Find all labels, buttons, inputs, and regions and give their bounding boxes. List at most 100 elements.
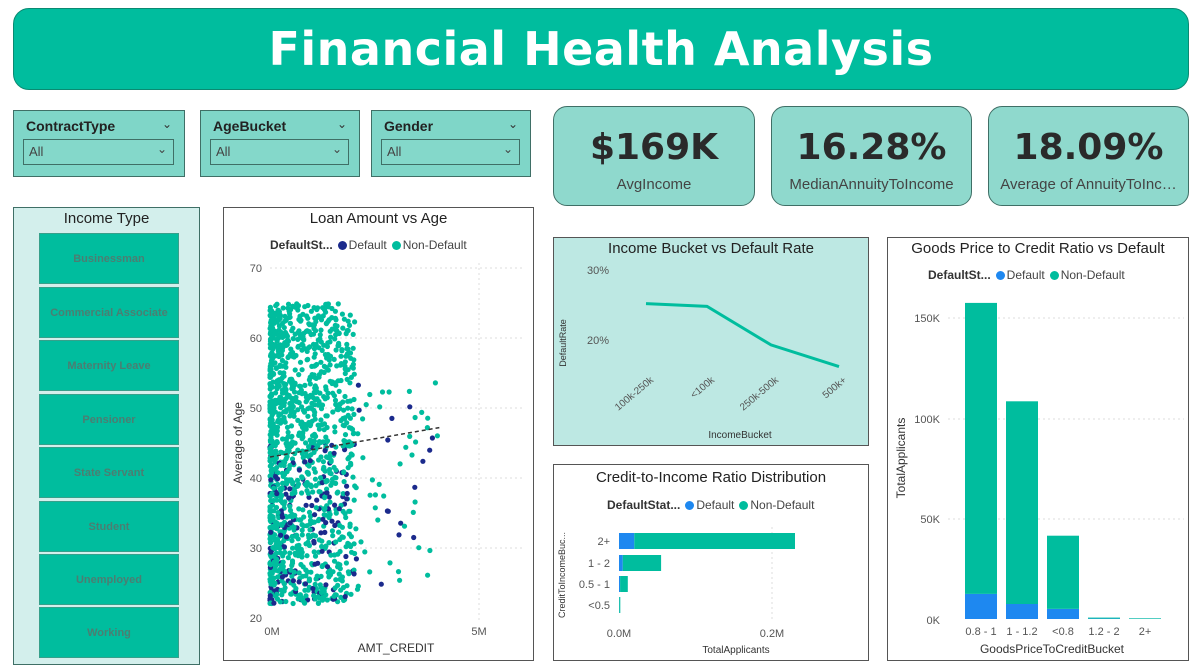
scatter-point-non-default [321,464,327,470]
scatter-point-non-default [267,338,274,344]
scatter-point-default [311,538,317,544]
scatter-point [425,572,431,578]
scatter-point-non-default [322,494,328,500]
slicer-dropdown[interactable]: All ⌄ [381,139,520,165]
chevron-down-icon[interactable]: ⌄ [156,142,167,156]
scatter-point [420,458,426,464]
scatter-point-non-default [299,335,306,341]
chevron-down-icon[interactable]: ⌄ [507,117,518,131]
credit-ratio-panel[interactable]: Credit-to-Income Ratio Distribution Defa… [553,464,869,661]
x-tick-label: 1 - 1.2 [1006,626,1037,638]
scatter-point-non-default [303,593,309,599]
scatter-point-non-default [295,481,302,487]
scatter-point-non-default [331,558,338,564]
scatter-point-non-default [297,592,303,598]
scatter-point-non-default [269,352,275,358]
chevron-down-icon[interactable]: ⌄ [161,117,172,131]
scatter-point-non-default [345,327,351,334]
scatter-point [379,389,386,395]
legend-non-default-marker [391,241,401,250]
goods-ratio-panel[interactable]: Goods Price to Credit Ratio vs Default D… [887,237,1189,661]
income-type-pensioner[interactable]: Pensioner [39,394,179,445]
slicer-value: All [387,144,402,159]
income-type-student[interactable]: Student [39,501,179,552]
income-type-commercial-associate[interactable]: Commercial Associate [39,287,179,338]
scatter-point [385,508,391,514]
scatter-point-non-default [309,400,315,406]
scatter-point-default [329,518,335,524]
scatter-point-non-default [347,523,353,530]
scatter-point [396,532,402,538]
scatter-plot: 70 60 50 40 30 20 0M 5M AMT_CREDIT Avera… [231,263,524,655]
scatter-point-non-default [287,462,293,469]
scatter-point-non-default [332,429,338,435]
legend-title: DefaultSt... [928,268,991,282]
scatter-point-non-default [289,538,295,544]
income-type-unemployed[interactable]: Unemployed [39,554,179,605]
scatter-point-non-default [304,488,310,494]
slicer-dropdown[interactable]: All ⌄ [210,139,349,165]
scatter-point-non-default [307,517,314,524]
scatter-point-non-default [305,413,311,419]
scatter-point-non-default [289,562,295,569]
scatter-point-non-default [291,413,297,419]
x-axis-title: IncomeBucket [708,430,772,441]
slicer-title: AgeBucket [213,118,287,134]
scatter-point-non-default [308,308,314,314]
scatter-point-non-default [285,354,291,361]
scatter-point-non-default [316,489,322,495]
slicer-gender[interactable]: Gender ⌄ All ⌄ [371,110,531,177]
slicer-age-bucket[interactable]: AgeBucket ⌄ All ⌄ [200,110,360,177]
legend-non-default-label: Non-Default [402,238,467,252]
scatter-point-non-default [311,593,317,599]
line-chart-panel[interactable]: Income Bucket vs Default Rate 30% 20% De… [553,237,869,446]
scatter-point-non-default [342,511,348,517]
scatter-point-non-default [319,563,325,570]
scatter-point-non-default [306,463,312,469]
income-type-businessman[interactable]: Businessman [39,233,179,284]
scatter-point-non-default [295,307,301,313]
scatter-point [419,409,425,415]
scatter-point-non-default [299,527,305,533]
scatter-point-non-default [289,386,295,392]
scatter-point-default [274,491,280,497]
scatter-point-non-default [339,311,345,317]
scatter-point-non-default [332,397,339,403]
income-type-working[interactable]: Working [39,607,179,658]
scatter-point-non-default [267,345,273,351]
x-tick-label: <100k [689,374,718,401]
scatter-point-non-default [280,559,286,565]
scatter-point-non-default [308,422,314,428]
scatter-point-non-default [274,591,280,597]
scatter-point-non-default [316,426,322,432]
dashboard-header: Financial Health Analysis [13,8,1189,90]
scatter-point-non-default [348,374,354,380]
scatter-point-non-default [285,441,291,447]
chevron-down-icon[interactable]: ⌄ [502,142,513,156]
scatter-point-non-default [297,359,304,365]
slicer-contract-type[interactable]: ContractType ⌄ All ⌄ [13,110,185,177]
scatter-point-non-default [290,397,296,404]
scatter-point-non-default [307,513,314,519]
income-type-state-servant[interactable]: State Servant [39,447,179,498]
x-tick-label: 2+ [1139,626,1152,638]
scatter-point-non-default [299,404,305,410]
scatter-point-non-default [338,587,344,593]
scatter-point-non-default [336,388,342,394]
chevron-down-icon[interactable]: ⌄ [336,117,347,131]
scatter-point [412,414,418,421]
scatter-point-default [290,578,296,584]
legend-default-marker [337,241,347,250]
income-type-maternity-leave[interactable]: Maternity Leave [39,340,179,391]
scatter-point-non-default [323,479,329,485]
scatter-chart-panel[interactable]: Loan Amount vs Age DefaultSt... Default No… [223,207,534,661]
scatter-point-non-default [267,406,273,412]
scatter-point-non-default [292,512,298,518]
chevron-down-icon[interactable]: ⌄ [331,142,342,156]
scatter-point-non-default [273,550,279,556]
scatter-point-non-default [341,469,347,475]
scatter-point-non-default [306,444,312,450]
scatter-point-non-default [277,566,283,572]
chart-legend: DefaultSt... Default Non-Default [928,268,1125,282]
slicer-dropdown[interactable]: All ⌄ [23,139,174,165]
